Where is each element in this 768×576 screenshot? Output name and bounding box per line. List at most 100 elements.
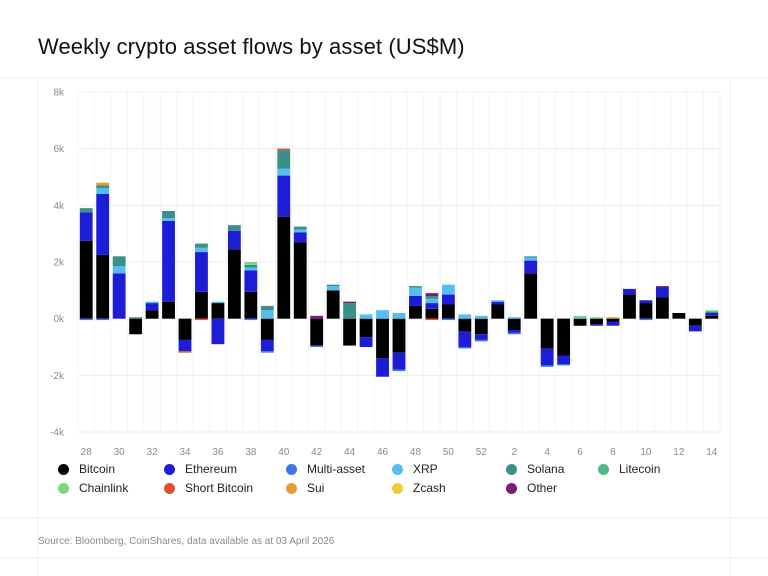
bar-segment-bitcoin [277, 216, 291, 319]
x-tick-label: 48 [410, 447, 422, 458]
x-tick-label: 8 [610, 447, 616, 458]
legend-item-ethereum: Ethereum [164, 462, 237, 476]
bar-segment-xrp [96, 188, 110, 194]
x-tick-label: 42 [311, 447, 323, 458]
legend-item-xrp: XRP [392, 462, 438, 476]
x-tick-label: 52 [476, 447, 488, 458]
bar-segment-solana [425, 296, 439, 299]
bar-segment-bitcoin [260, 318, 274, 340]
bar-segment-ethereum [178, 339, 192, 352]
bar-segment-solana [277, 150, 291, 169]
x-tick-label: 44 [344, 447, 356, 458]
bar-segment-bitcoin [145, 310, 159, 319]
bar-segment-ethereum [359, 337, 373, 347]
bar-segment-bitcoin [227, 249, 241, 319]
bar-segment-bitcoin [672, 313, 686, 319]
legend-label: XRP [413, 462, 438, 476]
bar-segment-other [343, 301, 357, 304]
legend-swatch [392, 463, 403, 475]
bar-segment-ethereum [260, 339, 274, 352]
bar-segment-xrp [145, 301, 159, 304]
bar-segment-ethereum [524, 260, 538, 274]
legend-label: Short Bitcoin [185, 481, 254, 495]
bar-segment-bitcoin [310, 318, 324, 346]
x-tick-label: 38 [245, 447, 257, 458]
x-tick-label: 40 [278, 447, 290, 458]
legend-swatch [164, 482, 175, 494]
bar-segment-ethereum [540, 348, 554, 366]
x-tick-label: 6 [577, 447, 583, 458]
bar-segment-bitcoin [409, 305, 422, 319]
legend-label: Multi-asset [307, 462, 366, 476]
bar-segment-chainlink [244, 262, 258, 265]
bar-segment-bitcoin [195, 291, 208, 319]
bar-segment-xrp [392, 313, 406, 319]
y-tick-label: -2k [50, 371, 65, 382]
bar-segment-sui [606, 317, 620, 319]
bar-segment-bitcoin [688, 318, 702, 326]
legend-item-zcash: Zcash [392, 481, 446, 495]
bar-segment-solana [195, 243, 208, 248]
bar-segment-ethereum [227, 230, 241, 250]
legend-swatch [164, 463, 175, 475]
legend-item-short-bitcoin: Short Bitcoin [164, 481, 253, 495]
bar-segment-ethereum [655, 287, 669, 298]
bar-segment-multi-asset [540, 365, 554, 367]
bar-segment-solana [260, 305, 274, 311]
legend-label: Bitcoin [79, 462, 116, 476]
bar-segment-chainlink [705, 310, 719, 312]
y-tick-label: 4k [53, 201, 65, 212]
x-tick-label: 12 [673, 447, 685, 458]
x-tick-label: 34 [179, 447, 191, 458]
legend-swatch [286, 482, 297, 494]
bar-segment-bitcoin [655, 297, 669, 319]
legend-item-chainlink: Chainlink [58, 481, 128, 495]
bar-segment-xrp [425, 298, 439, 304]
chart-title: Weekly crypto asset flows by asset (US$M… [38, 34, 465, 59]
bar-segment-ethereum [623, 288, 636, 295]
bar-segment-ethereum [293, 232, 307, 243]
legend-swatch [506, 482, 517, 494]
legend-swatch [506, 463, 517, 475]
x-tick-label: 46 [377, 447, 389, 458]
bar-segment-bitcoin [326, 290, 340, 319]
bar-segment-bitcoin [623, 294, 636, 319]
bar-segment-ethereum [96, 194, 110, 255]
legend-item-sui: Sui [286, 481, 324, 495]
bar-segment-ethereum [376, 358, 389, 377]
bar-segment-xrp [211, 301, 225, 304]
x-tick-label: 50 [443, 447, 455, 458]
bar-segment-xrp [524, 257, 538, 261]
bar-segment-bitcoin [524, 273, 538, 319]
bar-segment-bitcoin [359, 318, 373, 338]
bar-segment-ethereum [145, 303, 159, 311]
x-tick-label: 32 [147, 447, 159, 458]
legend-item-multi-asset: Multi-asset [286, 462, 365, 476]
bar-segment-ethereum [211, 318, 225, 345]
bar-segment-solana [129, 317, 143, 319]
bar-segment-xrp [359, 314, 373, 319]
bar-segment-solana [244, 264, 258, 268]
bar-segment-xrp [112, 266, 126, 274]
bar-segment-solana [326, 284, 340, 287]
bar-segment-other [655, 286, 669, 288]
bar-segment-bitcoin [244, 291, 258, 319]
bar-segment-solana [79, 208, 93, 213]
bar-segment-solana [705, 311, 719, 313]
bar-segment-solana [162, 211, 175, 219]
bar-segment-ethereum [392, 352, 406, 370]
bar-segment-ethereum [557, 355, 571, 364]
bar-segment-other [310, 315, 324, 319]
x-tick-label: 30 [114, 447, 126, 458]
legend-item-other: Other [506, 481, 557, 495]
legend-swatch [286, 463, 297, 475]
bar-segment-xrp [293, 229, 307, 233]
bar-segment-solana [227, 225, 241, 231]
bar-segment-bitcoin [491, 304, 505, 319]
bar-segment-ethereum [79, 212, 93, 241]
bar-segment-chainlink [590, 317, 603, 319]
legend-swatch [392, 482, 403, 494]
legend-label: Zcash [413, 481, 446, 495]
bar-segment-bitcoin [573, 318, 587, 326]
